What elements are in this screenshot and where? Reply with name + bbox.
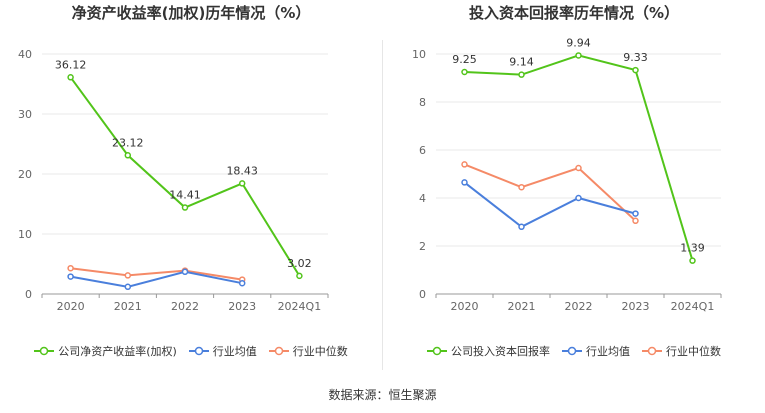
- chart-title: 投入资本回报率历年情况（%）: [468, 4, 680, 22]
- data-label: 9.14: [509, 56, 534, 69]
- x-tick-label: 2023: [622, 300, 650, 313]
- data-point: [124, 272, 132, 279]
- data-label: 9.25: [452, 53, 477, 66]
- legend-label: 行业中位数: [292, 345, 348, 358]
- panel-divider: [382, 40, 383, 370]
- series-line: [464, 163, 637, 222]
- legend-line-marker-icon: [268, 346, 289, 356]
- chart-title: 净资产收益率(加权)历年情况（%）: [71, 4, 311, 22]
- data-point: [632, 217, 639, 225]
- data-label: 36.12: [55, 58, 87, 71]
- legend-line-marker-icon: [427, 346, 447, 356]
- data-point: [461, 68, 468, 76]
- data-point: [518, 71, 525, 78]
- x-tick-label: 2020: [57, 300, 85, 313]
- legend-item[interactable]: 公司净资产收益率(加权): [34, 343, 177, 359]
- x-tick-label: 2022: [565, 300, 593, 313]
- data-point: [518, 223, 525, 231]
- legend-label: 行业中位数: [666, 345, 721, 358]
- legend-item[interactable]: 行业中位数: [642, 343, 721, 359]
- data-point: [575, 164, 582, 172]
- data-label: 9.33: [623, 51, 648, 64]
- series-line: [70, 270, 243, 288]
- y-tick-label: 8: [419, 96, 426, 109]
- legend-item[interactable]: 行业均值: [188, 343, 257, 359]
- roe-plot: 0 10 20 30 40 2020 2021 2022 2023 2024Q1 36.12 23.1…: [18, 48, 329, 313]
- legend-line-marker-icon: [562, 346, 582, 356]
- data-point: [461, 179, 468, 186]
- data-point: [689, 257, 696, 264]
- y-tick-label: 20: [18, 168, 32, 181]
- data-label: 9.94: [566, 36, 591, 49]
- data-point: [238, 180, 246, 187]
- data-point: [238, 279, 246, 287]
- data-point: [518, 183, 525, 191]
- legend-line-marker-icon: [642, 346, 662, 356]
- x-tick-label: 2023: [228, 300, 256, 313]
- data-point: [296, 272, 303, 280]
- legend-item[interactable]: 行业中位数: [268, 343, 348, 359]
- data-point: [575, 194, 582, 202]
- legend-item[interactable]: 行业均值: [562, 343, 630, 359]
- roic-legend: 公司投入资本回报率 行业均值 行业中位数: [383, 343, 765, 359]
- data-source-label: 数据来源：恒生聚源: [328, 388, 437, 402]
- x-tick-label: 2024Q1: [671, 300, 715, 313]
- legend-item[interactable]: 公司投入资本回报率: [427, 343, 550, 359]
- data-label: 1.39: [680, 242, 705, 255]
- legend-line-marker-icon: [34, 346, 55, 356]
- data-label: 14.41: [169, 189, 201, 202]
- x-tick-label: 2022: [171, 300, 199, 313]
- series-line: [464, 54, 694, 261]
- series-line: [69, 76, 301, 277]
- data-label: 3.02: [287, 257, 312, 270]
- data-point: [181, 204, 189, 211]
- y-tick-label: 10: [18, 228, 32, 241]
- data-point: [67, 74, 74, 81]
- legend-label: 行业均值: [212, 345, 257, 358]
- roe-chart-panel: 净资产收益率(加权)历年情况（%） 0 10 20 30 40 2020 2021 2022 2…: [0, 0, 382, 370]
- series-line: [463, 181, 636, 228]
- legend-label: 公司投入资本回报率: [451, 345, 550, 358]
- roe-legend: 公司净资产收益率(加权) 行业均值 行业中位数: [0, 343, 382, 359]
- y-tick-label: 10: [412, 48, 426, 61]
- roic-chart-panel: 投入资本回报率历年情况（%） 0 2 4 6 8 10 2020 2021 2022 2023 20…: [383, 0, 765, 370]
- x-tick-label: 2020: [451, 300, 479, 313]
- data-label: 23.12: [112, 136, 144, 149]
- y-tick-label: 40: [18, 48, 32, 61]
- y-tick-label: 30: [18, 108, 32, 121]
- data-point: [67, 273, 74, 280]
- y-tick-label: 6: [419, 144, 426, 157]
- roic-plot: 0 2 4 6 8 10 2020 2021 2022 2023 2024Q1 9.25 9.14 9.9…: [412, 36, 722, 313]
- data-point: [181, 268, 189, 276]
- x-tick-label: 2021: [508, 300, 536, 313]
- x-tick-label: 2024Q1: [278, 300, 322, 313]
- y-tick-label: 2: [419, 240, 426, 253]
- legend-line-marker-icon: [188, 346, 209, 356]
- legend-label: 公司净资产收益率(加权): [58, 345, 177, 358]
- data-point: [632, 210, 639, 217]
- legend-label: 行业均值: [586, 345, 630, 358]
- data-point: [461, 161, 468, 168]
- y-tick-label: 0: [419, 288, 426, 301]
- series-line: [70, 267, 243, 281]
- y-tick-label: 0: [25, 288, 32, 301]
- data-point: [575, 52, 582, 59]
- x-tick-label: 2021: [114, 300, 142, 313]
- data-point: [124, 152, 132, 159]
- data-point: [67, 264, 74, 272]
- data-point: [124, 283, 132, 291]
- data-label: 18.43: [226, 164, 258, 177]
- data-point: [632, 66, 639, 74]
- y-tick-label: 4: [419, 192, 426, 205]
